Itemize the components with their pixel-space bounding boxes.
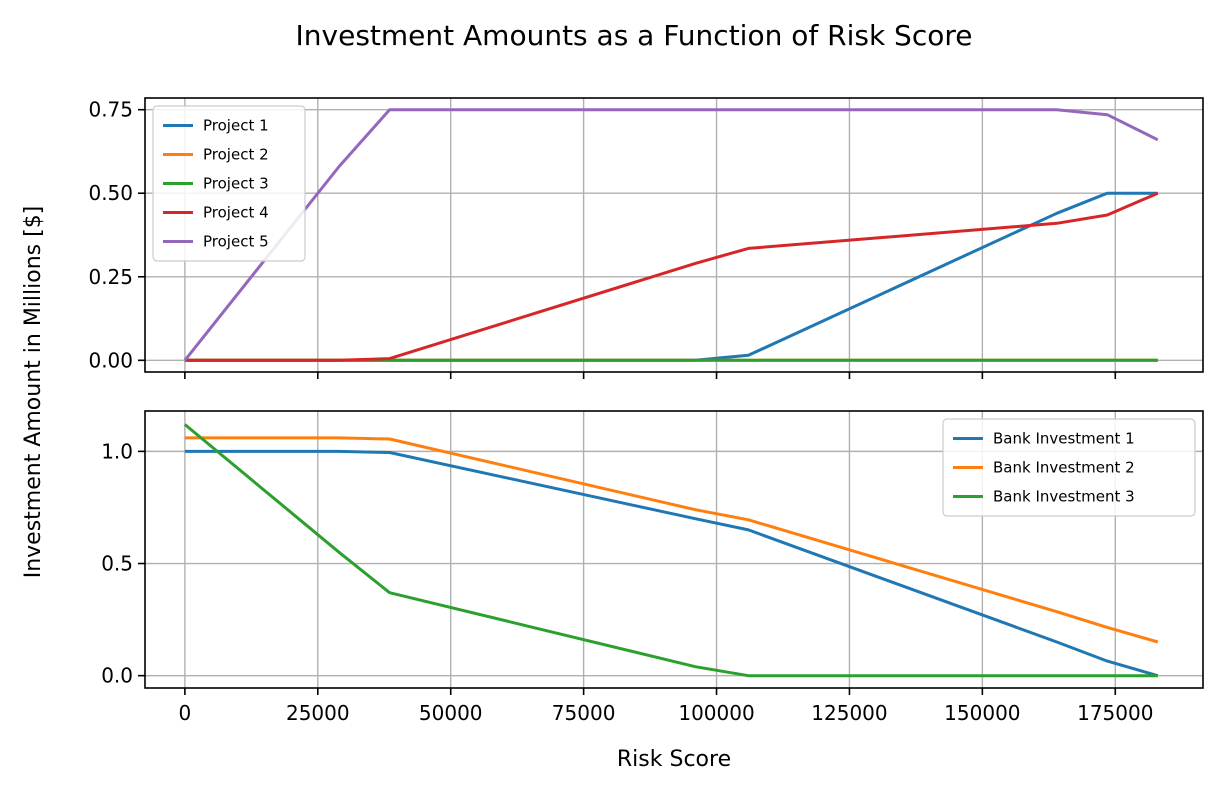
series-line-1 [184, 449, 1159, 678]
bottom-panel: 0 25000 50000 75000 100000 125000 150000 175000… [101, 410, 1204, 725]
legend-entry-label: Bank Investment 3 [993, 488, 1135, 506]
series-line-3 [183, 423, 1158, 678]
x-tick-label: 25000 [286, 701, 350, 725]
series-line-4 [184, 191, 1159, 362]
x-tick-label: 0 [179, 701, 192, 725]
series-line-2 [184, 436, 1159, 644]
x-tick-label: 100000 [678, 701, 754, 725]
x-axis-label: Risk Score [617, 747, 731, 772]
chart-title: Investment Amounts as a Function of Risk… [296, 19, 973, 52]
legend: Project 1 Project 2 Project 3 Project 4 Proj… [152, 105, 306, 262]
legend-entry-label: Bank Investment 2 [993, 459, 1135, 477]
x-tick-label: 150000 [944, 701, 1020, 725]
legend-entry-label: Project 4 [203, 204, 269, 222]
axes-frame [144, 97, 1204, 373]
legend: Bank Investment 1 Bank Investment 2 Bank I… [942, 418, 1196, 517]
y-tick-label: 0.5 [101, 552, 133, 576]
y-tick-label: 0.25 [88, 265, 133, 289]
legend-box [152, 105, 306, 262]
x-tick-label: 50000 [419, 701, 483, 725]
legend-entry-label: Project 2 [203, 146, 269, 164]
y-tick-label: 0.50 [88, 181, 133, 205]
legend-box [942, 418, 1196, 517]
x-tick-label: 125000 [811, 701, 887, 725]
legend-entry-label: Project 3 [203, 175, 269, 193]
series-line-5 [183, 108, 1159, 362]
y-tick-label: 0.00 [88, 348, 133, 372]
axes-frame [144, 410, 1204, 689]
y-tick-label: 0.75 [88, 98, 133, 122]
x-tick-label: 175000 [1077, 701, 1153, 725]
y-axis-label: Investment Amount in Millions [$] [21, 206, 46, 579]
y-tick-label: 1.0 [101, 439, 133, 463]
x-tick-label: 75000 [552, 701, 616, 725]
legend-entry-label: Bank Investment 1 [993, 430, 1135, 448]
y-tick-label: 0.0 [101, 664, 133, 688]
legend-entry-label: Project 1 [203, 117, 269, 135]
legend-entry-label: Project 5 [203, 233, 269, 251]
